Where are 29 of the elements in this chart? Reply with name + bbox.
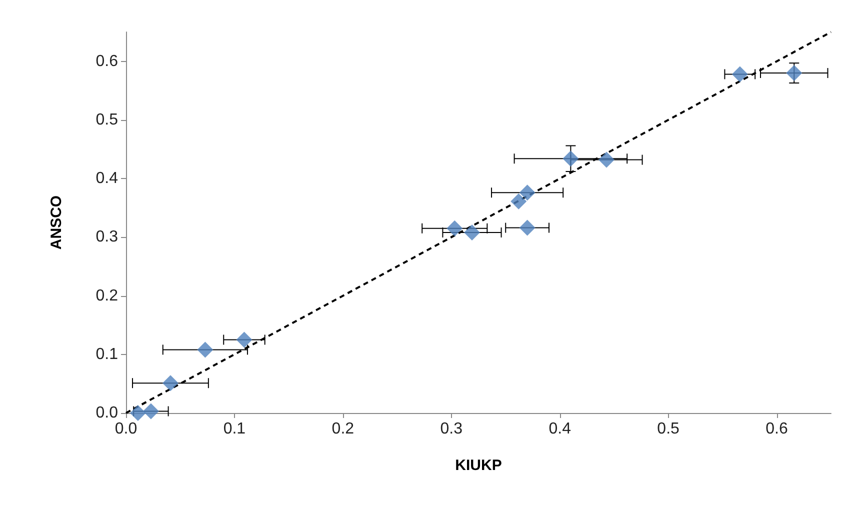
x-tick-label: 0.1: [223, 420, 246, 438]
x-tick-label: 0.6: [766, 420, 788, 438]
point: [562, 150, 579, 167]
point: [197, 342, 214, 358]
x-axis-title: KIUKP: [455, 457, 502, 474]
y-axis-title: ANSCO: [48, 195, 65, 250]
point: [130, 405, 146, 421]
point: [162, 375, 178, 392]
x-tick-label: 0.5: [657, 420, 680, 438]
point: [732, 66, 748, 82]
x-tick-label: 0.4: [548, 420, 572, 438]
point: [519, 220, 536, 236]
x-tick-label: 0.3: [440, 420, 463, 438]
y-tick-label: 0.3: [96, 228, 118, 246]
point: [519, 184, 536, 201]
point: [446, 220, 463, 236]
point: [142, 403, 159, 420]
y-tick-label: 0.2: [96, 287, 118, 304]
point: [464, 224, 480, 240]
point: [598, 152, 614, 168]
y-tick-label: 0.1: [96, 346, 118, 363]
point: [236, 332, 252, 348]
y-tick-label: 0.5: [96, 111, 118, 128]
y-tick-label: 0.0: [96, 404, 118, 422]
x-tick-label: 0.2: [332, 420, 354, 438]
y-tick-label: 0.6: [96, 52, 118, 70]
x-tick-label: 0.0: [114, 420, 138, 438]
point: [510, 193, 527, 210]
y-tick-label: 0.4: [96, 170, 118, 188]
